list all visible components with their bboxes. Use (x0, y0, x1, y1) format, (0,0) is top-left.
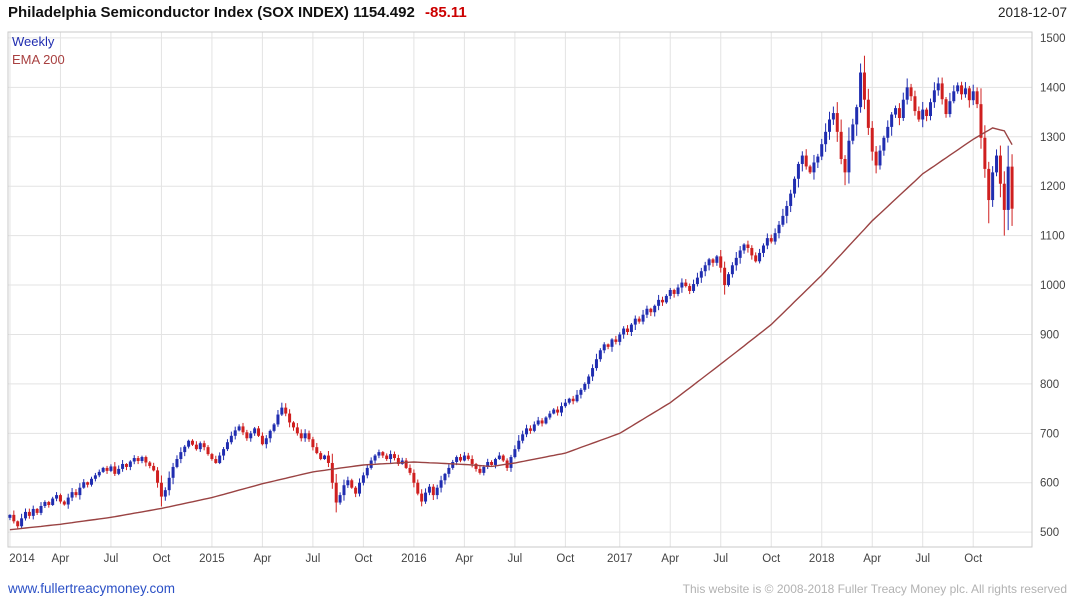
svg-text:Oct: Oct (762, 553, 781, 565)
svg-text:600: 600 (1040, 478, 1059, 490)
svg-text:1400: 1400 (1040, 82, 1066, 94)
svg-text:800: 800 (1040, 379, 1059, 391)
svg-text:Jul: Jul (306, 553, 321, 565)
svg-text:Apr: Apr (253, 553, 271, 565)
chart-title: Philadelphia Semiconductor Index (SOX IN… (8, 4, 467, 21)
svg-text:Jul: Jul (104, 553, 119, 565)
svg-text:Oct: Oct (152, 553, 171, 565)
svg-text:1200: 1200 (1040, 181, 1066, 193)
svg-text:900: 900 (1040, 329, 1059, 341)
svg-text:1300: 1300 (1040, 132, 1066, 144)
svg-text:2015: 2015 (199, 553, 225, 565)
svg-text:Oct: Oct (354, 553, 373, 565)
svg-text:Oct: Oct (964, 553, 983, 565)
svg-text:Apr: Apr (661, 553, 679, 565)
legend-weekly: Weekly (12, 34, 55, 49)
price-change: -85.11 (425, 4, 467, 21)
svg-text:Oct: Oct (556, 553, 575, 565)
svg-text:2014: 2014 (9, 553, 35, 565)
svg-text:1500: 1500 (1040, 33, 1066, 45)
svg-text:Jul: Jul (713, 553, 728, 565)
last-price: 1154.492 (353, 4, 415, 21)
chart-header: Philadelphia Semiconductor Index (SOX IN… (8, 4, 1067, 21)
svg-text:700: 700 (1040, 428, 1059, 440)
svg-text:Jul: Jul (915, 553, 930, 565)
svg-text:Apr: Apr (863, 553, 881, 565)
footer-copyright: This website is © 2008-2018 Fuller Treac… (682, 582, 1067, 596)
footer: www.fullertreacymoney.com This website i… (8, 581, 1067, 596)
svg-text:2017: 2017 (607, 553, 633, 565)
svg-text:1100: 1100 (1040, 231, 1065, 243)
svg-text:Apr: Apr (455, 553, 473, 565)
svg-text:500: 500 (1040, 527, 1059, 539)
footer-site-link[interactable]: www.fullertreacymoney.com (8, 581, 176, 596)
chart-date: 2018-12-07 (997, 5, 1067, 20)
svg-text:Apr: Apr (51, 553, 69, 565)
svg-text:2016: 2016 (401, 553, 427, 565)
index-name: Philadelphia Semiconductor Index (SOX IN… (8, 4, 349, 21)
legend-ema200: EMA 200 (12, 52, 65, 67)
svg-text:2018: 2018 (809, 553, 835, 565)
legend: Weekly EMA 200 (12, 33, 65, 69)
svg-text:1000: 1000 (1040, 280, 1066, 292)
svg-text:Jul: Jul (508, 553, 523, 565)
